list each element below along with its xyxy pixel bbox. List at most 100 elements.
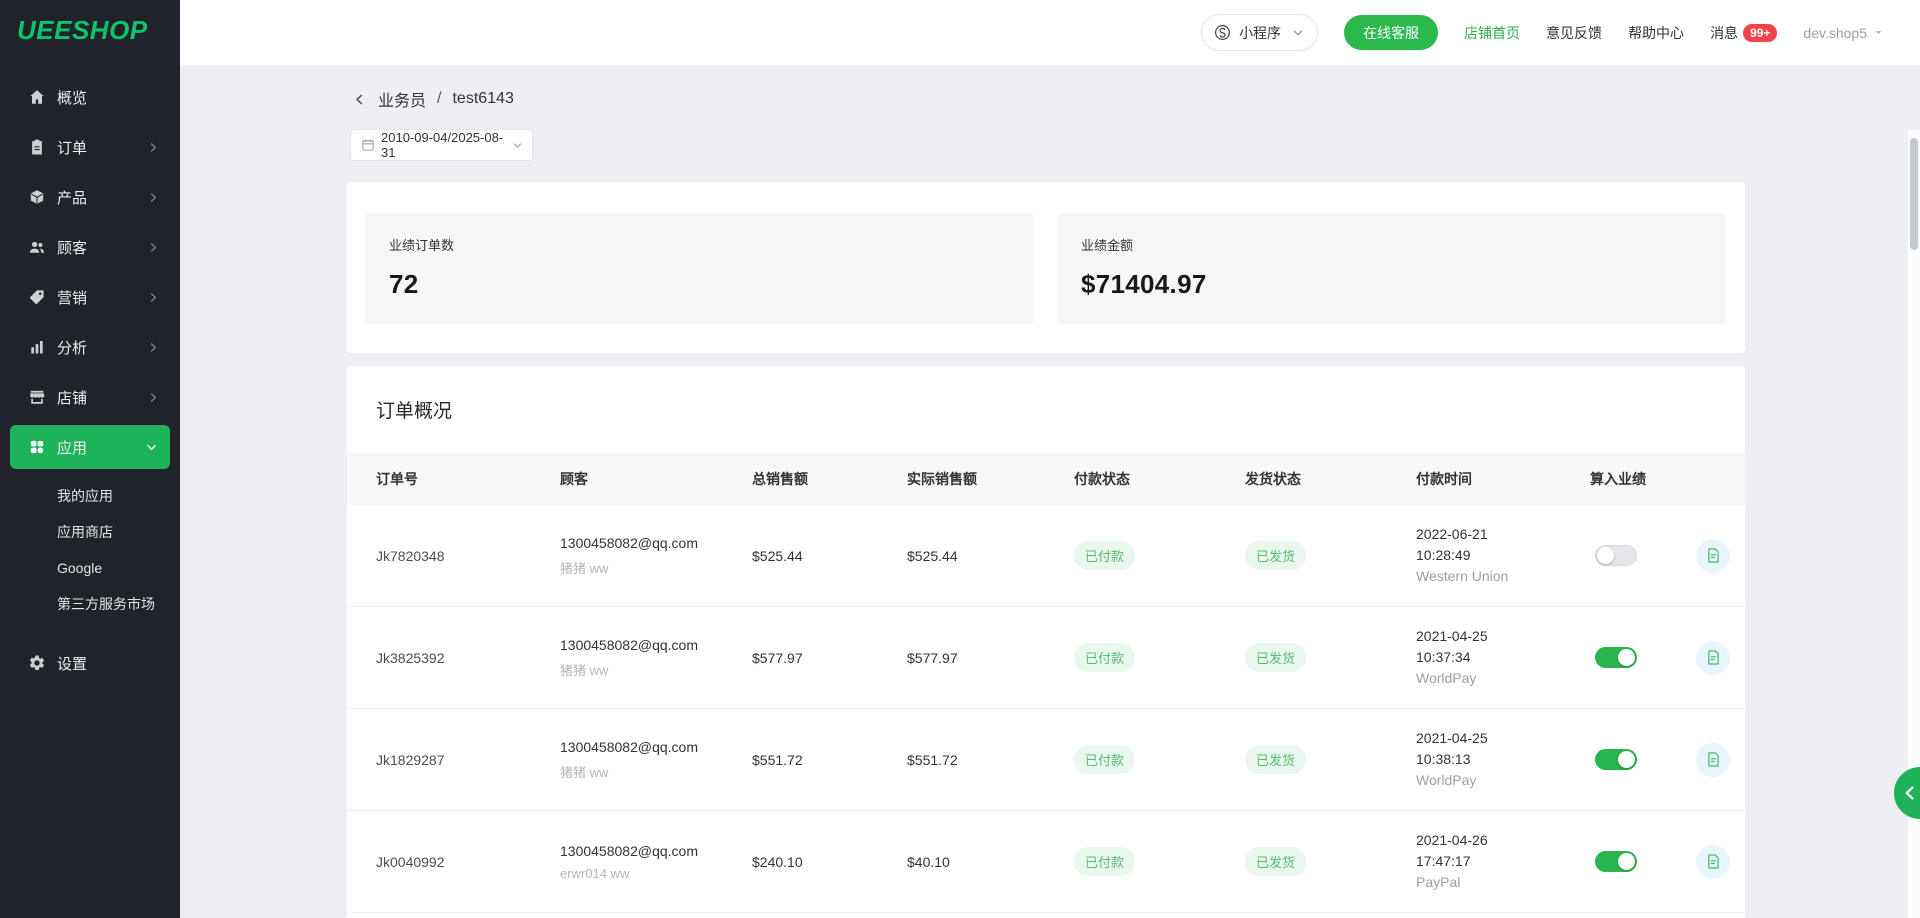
order-detail-button[interactable]	[1696, 742, 1730, 777]
sidebar-item-marketing[interactable]: 营销	[0, 272, 180, 322]
chevron-right-icon	[147, 391, 160, 404]
count-performance-toggle[interactable]	[1595, 545, 1637, 566]
scrollbar-track[interactable]	[1908, 130, 1920, 918]
sidebar-subnav: 我的应用应用商店 Google 第三方服务市场	[0, 472, 180, 626]
order-number[interactable]: Jk7820348	[376, 547, 445, 564]
sidebar-item-store[interactable]: 店铺	[0, 372, 180, 422]
table-row: Jk1829287 1300458082@qq.com 猪猪 ww $551.72 $5…	[347, 709, 1745, 811]
customer-email[interactable]: 1300458082@qq.com	[560, 738, 698, 755]
feedback-link[interactable]: 意见反馈	[1546, 24, 1603, 41]
sidebar-item-products[interactable]: 产品	[0, 172, 180, 222]
customer-email[interactable]: 1300458082@qq.com	[560, 534, 698, 551]
shipping-status-badge: 已发货	[1245, 745, 1307, 774]
sidebar-item-label: 营销	[57, 289, 88, 307]
chevron-down-icon	[512, 140, 523, 151]
order-number[interactable]: Jk1829287	[376, 751, 445, 768]
payment-date: 2021-04-25	[1416, 730, 1488, 746]
actual-sales: $40.10	[907, 853, 950, 870]
customer-cell: 1300458082@qq.com 猪猪 ww	[560, 535, 752, 577]
sidebar-item-label: 分析	[57, 339, 88, 357]
payment-time: 2022-06-21 10:28:49 Western Union	[1416, 524, 1590, 587]
brand-logo: UEESHOP	[17, 15, 148, 45]
calendar-icon	[361, 138, 375, 152]
sidebar-item-analytics[interactable]: 分析	[0, 322, 180, 372]
scrollbar-thumb[interactable]	[1910, 138, 1918, 250]
stats-panel: 业绩订单数 72 业绩金额 $71404.97	[347, 182, 1745, 353]
payment-gateway: WorldPay	[1416, 670, 1477, 686]
shipping-status-badge: 已发货	[1245, 643, 1307, 672]
products-icon	[28, 188, 46, 206]
payment-date: 2021-04-25	[1416, 628, 1488, 644]
stat-label: 业绩订单数	[389, 238, 455, 253]
miniprogram-dropdown[interactable]: 小程序	[1201, 14, 1319, 51]
document-icon	[1705, 751, 1722, 768]
count-performance-toggle[interactable]	[1595, 749, 1637, 770]
customer-name: 猪猪 ww	[560, 764, 609, 780]
order-detail-button[interactable]	[1696, 640, 1730, 675]
account-menu[interactable]: dev.shop5	[1803, 25, 1884, 41]
column-header: 付款时间	[1416, 471, 1472, 487]
page-content: 业务员 / test6143 2010-09-04/2025-08-31 业绩订…	[347, 65, 1745, 918]
sidebar-item-orders[interactable]: 订单	[0, 122, 180, 172]
sidebar-item-apps[interactable]: 应用	[10, 425, 170, 469]
miniprogram-icon	[1213, 23, 1232, 42]
payment-clock: 17:47:17	[1416, 853, 1471, 869]
sidebar-item-label: 应用	[57, 439, 88, 457]
document-icon	[1705, 649, 1722, 666]
sidebar-subitem-my-apps[interactable]: 我的应用	[57, 488, 113, 504]
payment-gateway: Western Union	[1416, 568, 1509, 584]
breadcrumb-current: test6143	[452, 90, 514, 107]
column-header: 实际销售额	[907, 471, 977, 487]
total-sales: $551.72	[752, 751, 803, 768]
back-chevron-icon[interactable]	[352, 92, 367, 107]
miniprogram-label: 小程序	[1239, 24, 1282, 41]
sidebar-subitem-app-store[interactable]: 应用商店	[57, 524, 113, 540]
marketing-icon	[28, 288, 46, 306]
order-detail-button[interactable]	[1696, 844, 1730, 879]
storefront-link[interactable]: 店铺首页	[1464, 24, 1521, 41]
order-detail-button[interactable]	[1696, 538, 1730, 573]
column-header: 总销售额	[752, 471, 808, 487]
order-number[interactable]: Jk0040992	[376, 853, 445, 870]
customer-cell: 1300458082@qq.com 猪猪 ww	[560, 637, 752, 679]
total-sales: $525.44	[752, 547, 803, 564]
table-row: Jk0040992 1300458082@qq.com erwr014 ww $240…	[347, 811, 1745, 913]
sidebar-subitem-google[interactable]: Google	[57, 560, 103, 576]
breadcrumb: 业务员 / test6143	[352, 86, 1745, 112]
customer-email[interactable]: 1300458082@qq.com	[560, 842, 698, 859]
payment-status-badge: 已付款	[1074, 541, 1136, 570]
payment-time: 2021-04-26 17:47:17 PayPal	[1416, 830, 1590, 893]
column-header: 发货状态	[1245, 471, 1301, 487]
live-chat-button[interactable]: 在线客服	[1344, 15, 1439, 50]
table-row: Jk7820348 1300458082@qq.com 猪猪 ww $525.44 $5…	[347, 505, 1745, 607]
table-row: Jk3825392 1300458082@qq.com 猪猪 ww $577.97 $5…	[347, 607, 1745, 709]
sidebar-item-settings[interactable]: 设置	[0, 638, 180, 688]
store-icon	[28, 388, 46, 406]
sidebar-item-overview[interactable]: 概览	[0, 72, 180, 122]
payment-clock: 10:37:34	[1416, 649, 1471, 665]
sidebar-item-label: 产品	[57, 189, 88, 207]
date-range-picker[interactable]: 2010-09-04/2025-08-31	[350, 129, 533, 161]
gear-icon	[28, 654, 46, 672]
sidebar-item-customers[interactable]: 顾客	[0, 222, 180, 272]
order-number[interactable]: Jk3825392	[376, 649, 445, 666]
sidebar-subitem-third-party[interactable]: 第三方服务市场	[57, 596, 155, 612]
customer-email[interactable]: 1300458082@qq.com	[560, 636, 698, 653]
payment-time: 2021-04-25 10:38:13 WorldPay	[1416, 728, 1590, 791]
count-performance-toggle[interactable]	[1595, 851, 1637, 872]
help-center-link[interactable]: 帮助中心	[1628, 24, 1685, 41]
actual-sales: $525.44	[907, 547, 958, 564]
payment-date: 2021-04-26	[1416, 832, 1488, 848]
apps-icon	[28, 438, 46, 456]
date-range-value: 2010-09-04/2025-08-31	[381, 130, 504, 160]
chevron-down-icon	[1292, 27, 1304, 39]
analytics-icon	[28, 338, 46, 356]
sidebar: UEESHOP 概览 订单产品顾客营销分析店铺应用 我的应用应用商店 Google 第…	[0, 0, 180, 918]
customers-icon	[28, 238, 46, 256]
chevron-left-icon	[1900, 783, 1920, 803]
breadcrumb-parent[interactable]: 业务员	[378, 93, 427, 110]
messages-link[interactable]: 消息 99+	[1710, 23, 1778, 43]
count-performance-toggle[interactable]	[1595, 647, 1637, 668]
column-header: 付款状态	[1074, 471, 1130, 487]
actual-sales: $577.97	[907, 649, 958, 666]
